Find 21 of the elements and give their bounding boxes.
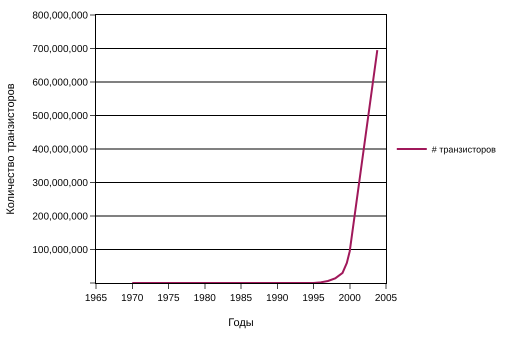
y-tick-label: 300,000,000	[32, 178, 88, 189]
y-tick-label: 500,000,000	[32, 111, 88, 122]
x-axis-title: Годы	[228, 317, 254, 330]
y-tick-label: 200,000,000	[32, 212, 88, 222]
x-tick-label: 1980	[194, 293, 216, 304]
line-series	[131, 49, 378, 283]
y-axis-title: Количество транзисторов	[5, 83, 18, 215]
x-tick-label: 1975	[157, 293, 180, 304]
x-tick-label: 1990	[266, 293, 289, 304]
y-tick-label: 600,000,000	[32, 78, 88, 88]
y-tick-label: 800,000,000	[32, 10, 88, 22]
x-tick-label: 2000	[338, 293, 362, 304]
x-tick-label: 1995	[302, 293, 326, 304]
x-tick-label: 2005	[374, 293, 398, 304]
x-tick-label: 1965	[84, 293, 108, 304]
legend-label: # транзисторов	[432, 144, 496, 155]
y-tick-label: 400,000,000	[32, 144, 88, 156]
y-tick-label: 100,000,000	[32, 245, 88, 256]
x-tick-label: 1970	[121, 293, 144, 304]
y-tick-label: 700,000,000	[32, 44, 88, 55]
x-tick-label: 1985	[230, 293, 253, 304]
